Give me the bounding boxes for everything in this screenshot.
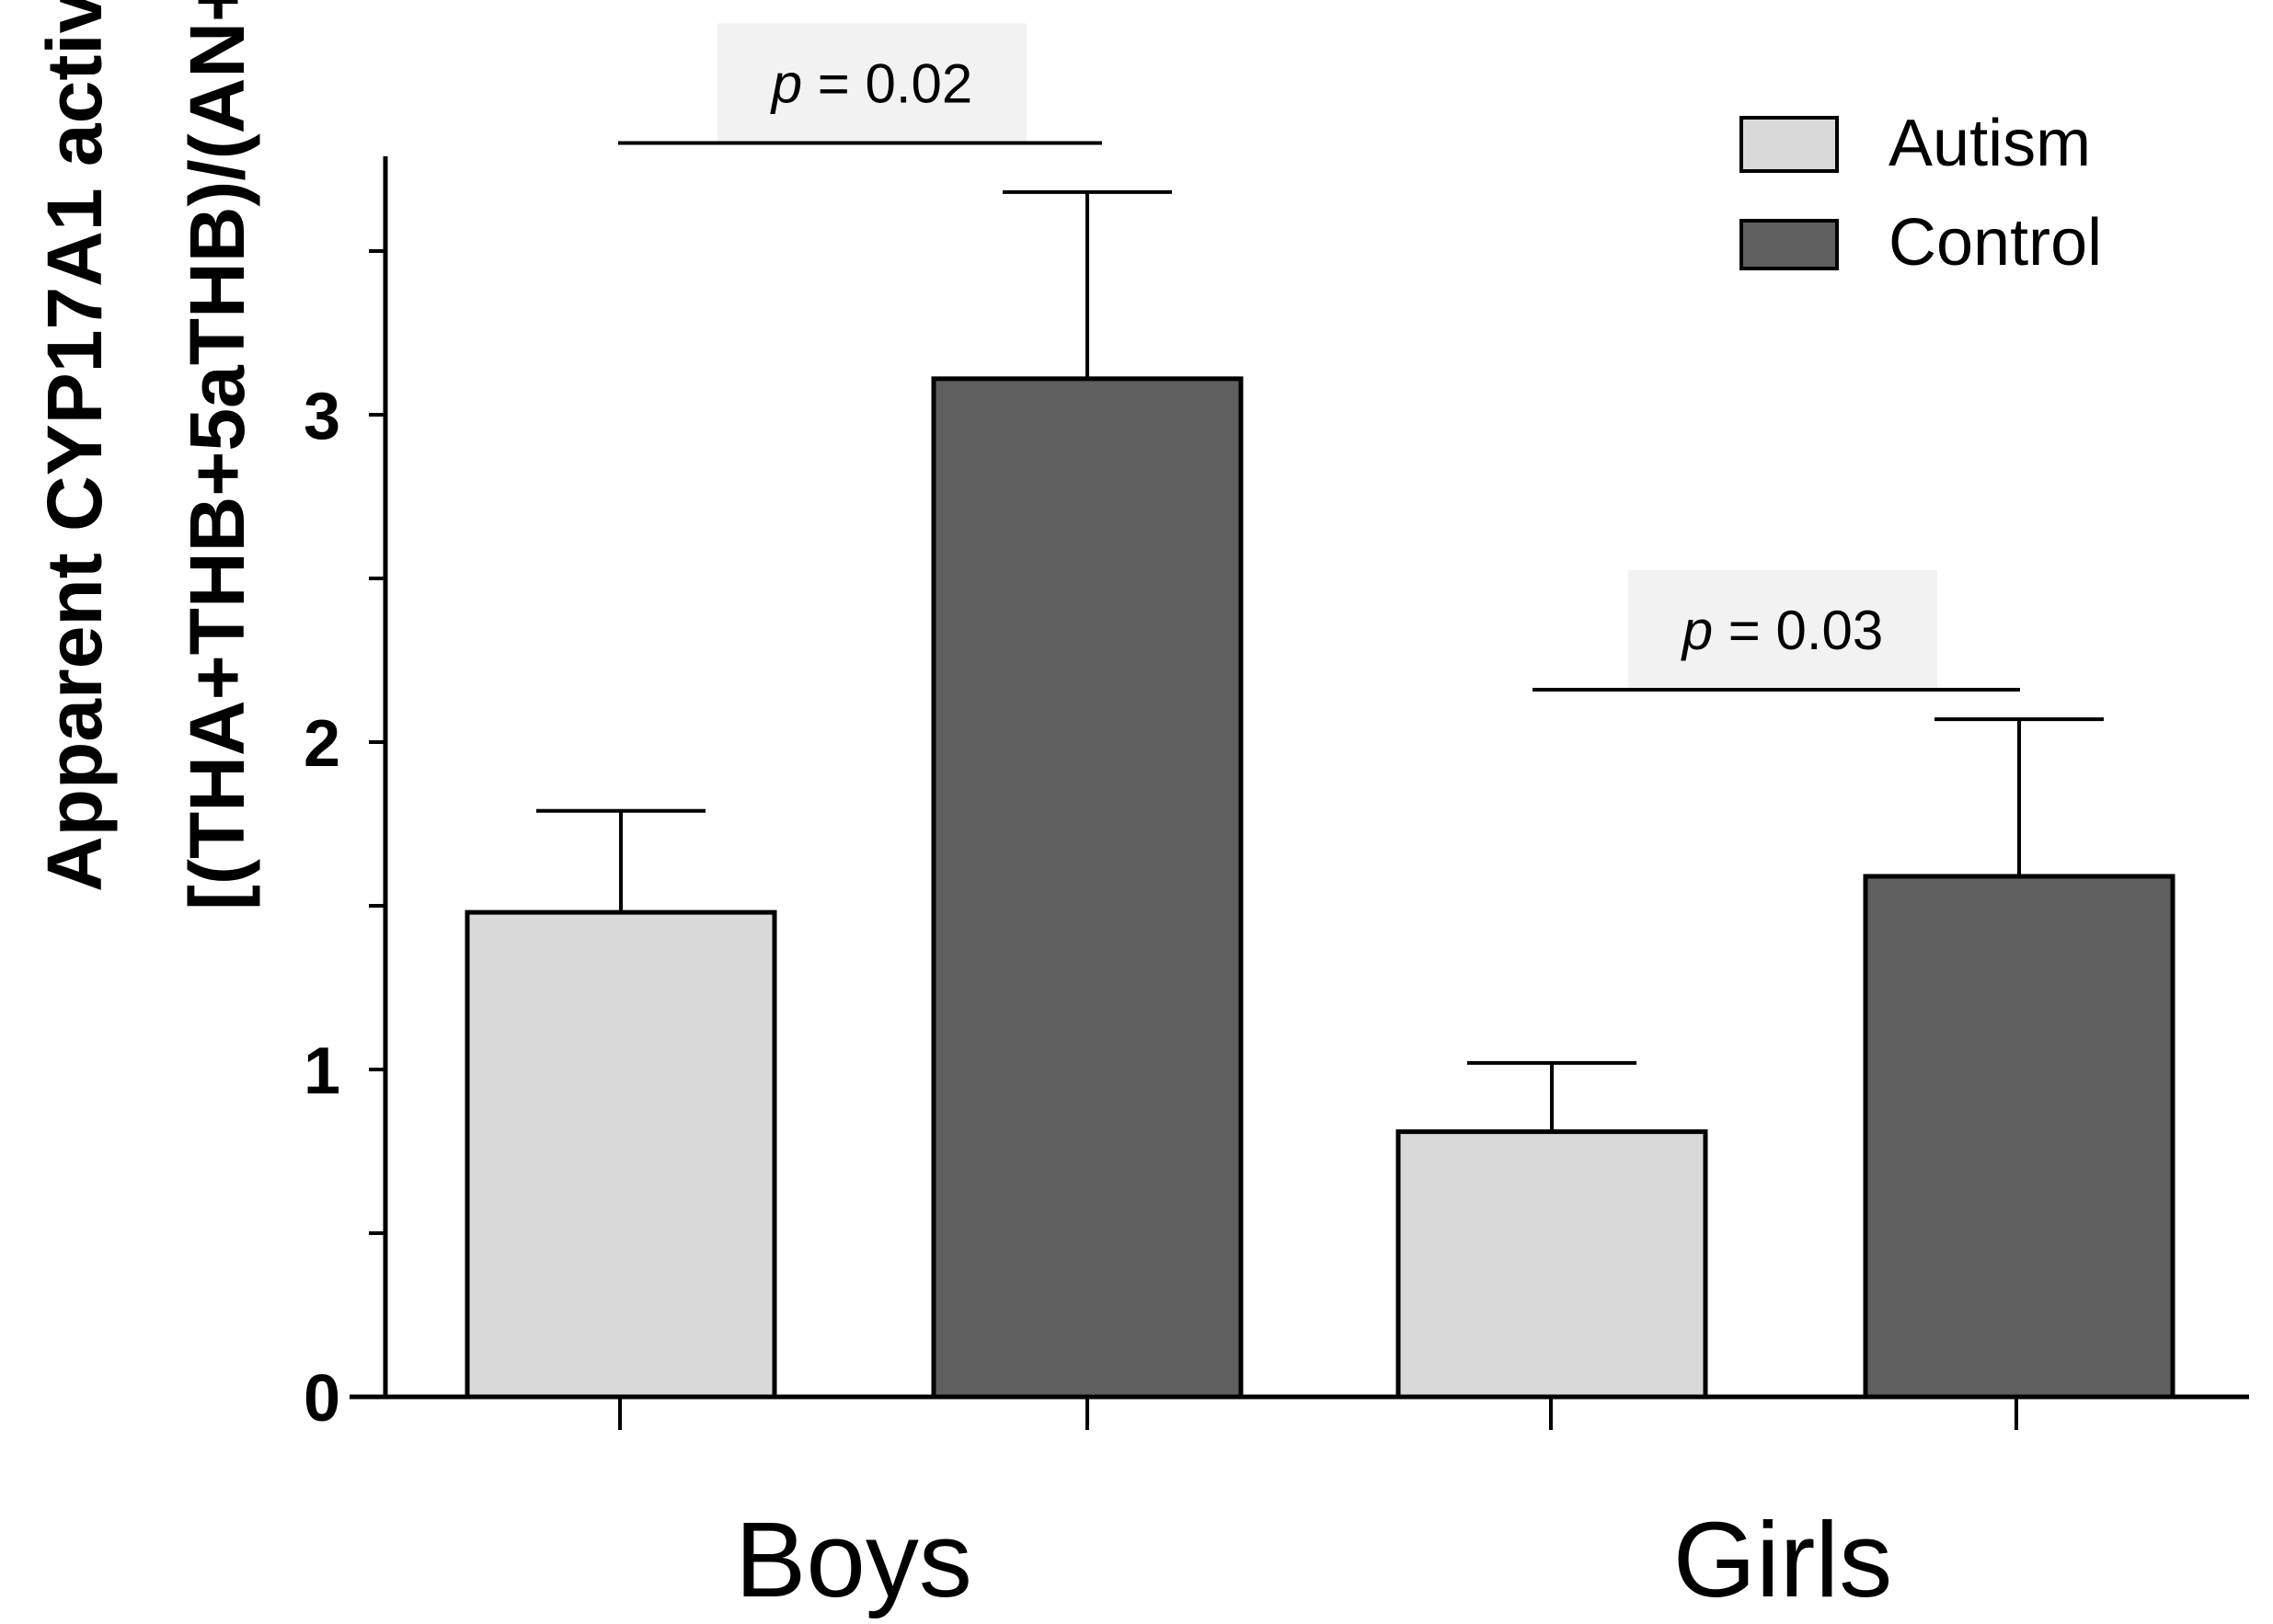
bar-control-girls bbox=[1863, 874, 2175, 1400]
y-tick-label: 2 bbox=[304, 707, 340, 781]
x-category-label-girls: Girls bbox=[1673, 1500, 1892, 1619]
y-tick-label: 3 bbox=[304, 380, 340, 453]
p-value-box bbox=[717, 23, 1027, 142]
y-axis-title-line1: Apparent CYP17A1 activity bbox=[31, 0, 118, 892]
legend-label-autism: Autism bbox=[1888, 107, 2091, 180]
legend-swatch-control bbox=[1739, 219, 1839, 270]
legend-swatch-autism bbox=[1739, 116, 1839, 173]
x-category-label-boys: Boys bbox=[735, 1500, 972, 1619]
p-value-box bbox=[1628, 570, 1937, 689]
y-axis-title-line2: [(THA+THB+5aTHB)/(AN+ET)] bbox=[174, 0, 260, 910]
legend-label-control: Control bbox=[1888, 206, 2102, 280]
p-value-label: p = 0.02 bbox=[770, 53, 973, 115]
bar-autism-boys bbox=[465, 909, 777, 1400]
y-tick-label: 1 bbox=[304, 1035, 340, 1108]
y-tick-label: 0 bbox=[304, 1362, 340, 1435]
p-value-label: p = 0.03 bbox=[1681, 600, 1884, 661]
bar-autism-girls bbox=[1395, 1129, 1708, 1400]
legend: Autism Control bbox=[1739, 107, 2102, 280]
bar-control-boys bbox=[931, 376, 1244, 1400]
